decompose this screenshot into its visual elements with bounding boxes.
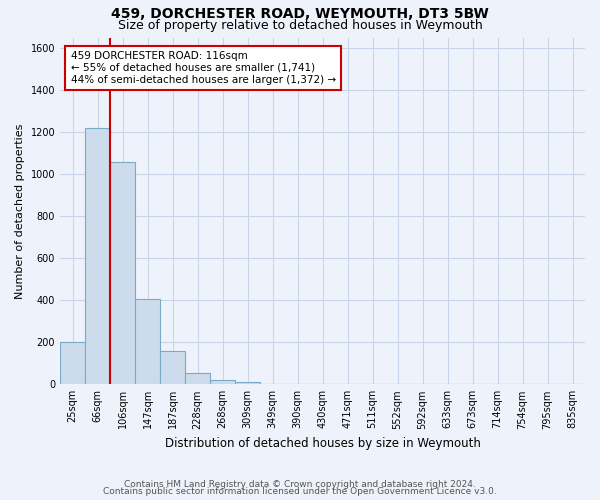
Bar bbox=[85, 128, 110, 384]
Bar bbox=[185, 372, 210, 384]
Text: Size of property relative to detached houses in Weymouth: Size of property relative to detached ho… bbox=[118, 18, 482, 32]
Bar bbox=[135, 299, 160, 384]
Text: Contains HM Land Registry data © Crown copyright and database right 2024.: Contains HM Land Registry data © Crown c… bbox=[124, 480, 476, 489]
Bar bbox=[110, 162, 135, 384]
Text: 459, DORCHESTER ROAD, WEYMOUTH, DT3 5BW: 459, DORCHESTER ROAD, WEYMOUTH, DT3 5BW bbox=[111, 8, 489, 22]
X-axis label: Distribution of detached houses by size in Weymouth: Distribution of detached houses by size … bbox=[164, 437, 481, 450]
Y-axis label: Number of detached properties: Number of detached properties bbox=[15, 123, 25, 298]
Text: 459 DORCHESTER ROAD: 116sqm
← 55% of detached houses are smaller (1,741)
44% of : 459 DORCHESTER ROAD: 116sqm ← 55% of det… bbox=[71, 52, 335, 84]
Bar bbox=[160, 350, 185, 384]
Bar bbox=[210, 380, 235, 384]
Bar bbox=[60, 342, 85, 384]
Bar bbox=[235, 382, 260, 384]
Text: Contains public sector information licensed under the Open Government Licence v3: Contains public sector information licen… bbox=[103, 487, 497, 496]
